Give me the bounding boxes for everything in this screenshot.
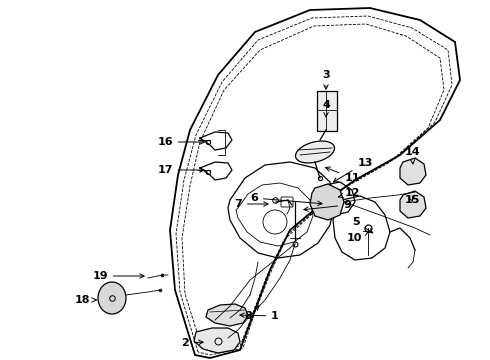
Polygon shape bbox=[194, 328, 240, 353]
Polygon shape bbox=[310, 184, 344, 220]
Text: 4: 4 bbox=[322, 100, 330, 117]
Text: 19: 19 bbox=[92, 271, 144, 281]
Ellipse shape bbox=[295, 141, 335, 163]
Text: 7: 7 bbox=[234, 199, 268, 209]
FancyBboxPatch shape bbox=[317, 91, 337, 131]
Text: 16: 16 bbox=[157, 137, 204, 147]
Text: 18: 18 bbox=[74, 295, 96, 305]
Text: 13: 13 bbox=[333, 158, 373, 182]
Ellipse shape bbox=[98, 282, 126, 314]
Text: 14: 14 bbox=[404, 147, 420, 164]
Polygon shape bbox=[400, 158, 426, 185]
Text: 17: 17 bbox=[157, 165, 204, 175]
Text: 3: 3 bbox=[322, 70, 330, 89]
Text: 8: 8 bbox=[244, 306, 259, 321]
Polygon shape bbox=[400, 191, 426, 218]
Text: 10: 10 bbox=[346, 231, 368, 243]
Text: 12: 12 bbox=[339, 188, 360, 198]
Text: 15: 15 bbox=[404, 195, 420, 205]
Polygon shape bbox=[206, 304, 248, 326]
Text: 1: 1 bbox=[240, 311, 279, 321]
Text: 2: 2 bbox=[181, 338, 203, 348]
Text: 9: 9 bbox=[304, 200, 351, 211]
Text: 11: 11 bbox=[325, 167, 360, 183]
Text: 5: 5 bbox=[352, 217, 373, 233]
Text: 6: 6 bbox=[250, 193, 322, 206]
